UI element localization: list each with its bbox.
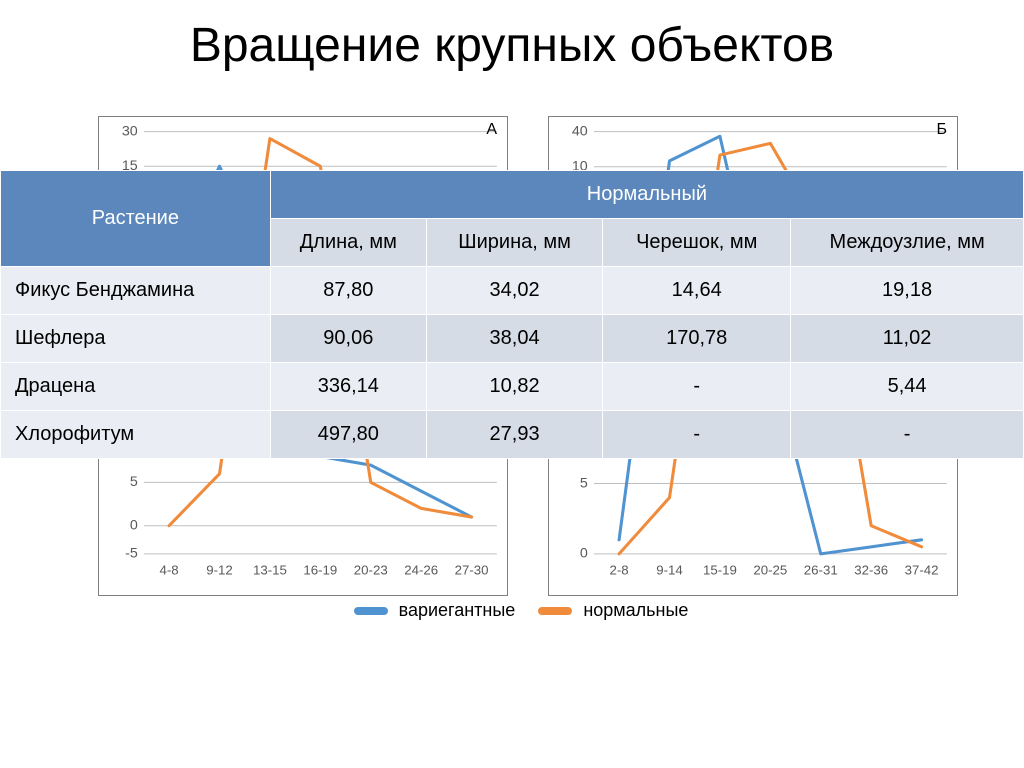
table-cell: 90,06 — [270, 315, 426, 363]
table-cell: - — [603, 363, 791, 411]
svg-text:37-42: 37-42 — [905, 562, 939, 577]
svg-text:20-23: 20-23 — [354, 562, 388, 577]
table-row: Шефлера90,0638,04170,7811,02 — [1, 315, 1024, 363]
svg-text:24-26: 24-26 — [404, 562, 438, 577]
legend-swatch-2 — [538, 607, 572, 615]
legend: вариегантные нормальные — [0, 600, 1024, 621]
svg-text:15-19: 15-19 — [703, 562, 737, 577]
table-cell: 170,78 — [603, 315, 791, 363]
svg-text:5: 5 — [130, 474, 138, 490]
table-cell: 34,02 — [426, 267, 602, 315]
data-table: Растение Нормальный Длина, ммШирина, ммЧ… — [0, 170, 1024, 459]
table-cell: 27,93 — [426, 411, 602, 459]
table-cell: 11,02 — [791, 315, 1024, 363]
svg-text:26-31: 26-31 — [804, 562, 838, 577]
table-row: Драцена336,1410,82-5,44 — [1, 363, 1024, 411]
legend-label-1: вариегантные — [399, 600, 516, 620]
svg-text:13-15: 13-15 — [253, 562, 287, 577]
table-corner: Растение — [1, 171, 271, 267]
table-cell: 5,44 — [791, 363, 1024, 411]
table-row-plant: Фикус Бенджамина — [1, 267, 271, 315]
table-cell: - — [791, 411, 1024, 459]
svg-text:16-19: 16-19 — [303, 562, 337, 577]
table-row-plant: Хлорофитум — [1, 411, 271, 459]
svg-text:0: 0 — [580, 546, 588, 562]
table-cell: 497,80 — [270, 411, 426, 459]
table-row-plant: Драцена — [1, 363, 271, 411]
table-cell: 38,04 — [426, 315, 602, 363]
svg-text:32-36: 32-36 — [854, 562, 888, 577]
table-col-3: Междоузлие, мм — [791, 219, 1024, 267]
table-col-2: Черешок, мм — [603, 219, 791, 267]
table-cell: 19,18 — [791, 267, 1024, 315]
table-group-header: Нормальный — [270, 171, 1023, 219]
svg-text:4-8: 4-8 — [160, 562, 179, 577]
legend-swatch-1 — [354, 607, 388, 615]
svg-text:27-30: 27-30 — [455, 562, 489, 577]
data-table-wrap: Растение Нормальный Длина, ммШирина, ммЧ… — [0, 170, 1024, 459]
table-col-1: Ширина, мм — [426, 219, 602, 267]
page-title: Вращение крупных объектов — [0, 18, 1024, 73]
svg-text:20-25: 20-25 — [753, 562, 787, 577]
table-cell: - — [603, 411, 791, 459]
table-cell: 336,14 — [270, 363, 426, 411]
svg-text:2-8: 2-8 — [610, 562, 629, 577]
table-col-0: Длина, мм — [270, 219, 426, 267]
table-cell: 87,80 — [270, 267, 426, 315]
table-row: Фикус Бенджамина87,8034,0214,6419,18 — [1, 267, 1024, 315]
table-row: Хлорофитум497,8027,93-- — [1, 411, 1024, 459]
svg-text:30: 30 — [122, 123, 138, 139]
svg-text:0: 0 — [130, 517, 138, 533]
panel-label-right: Б — [937, 121, 948, 139]
svg-text:40: 40 — [572, 123, 588, 139]
table-row-plant: Шефлера — [1, 315, 271, 363]
svg-text:9-12: 9-12 — [206, 562, 233, 577]
svg-text:9-14: 9-14 — [656, 562, 683, 577]
svg-text:-5: -5 — [125, 546, 138, 562]
legend-label-2: нормальные — [583, 600, 688, 620]
table-cell: 14,64 — [603, 267, 791, 315]
table-cell: 10,82 — [426, 363, 602, 411]
svg-text:5: 5 — [580, 475, 588, 491]
panel-label-left: А — [486, 121, 497, 139]
